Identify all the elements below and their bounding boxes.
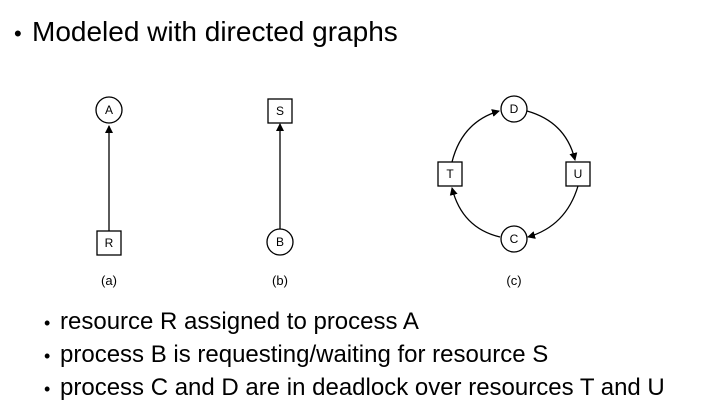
explanation-list: • resource R assigned to process A • pro…: [44, 306, 665, 405]
node-b-label: B: [276, 235, 284, 249]
caption-c: (c): [506, 273, 521, 288]
panel-a: A R (a): [95, 96, 123, 288]
node-u-label: U: [574, 167, 583, 181]
bullet-icon: •: [44, 346, 51, 366]
node-a-label: A: [105, 103, 113, 117]
list-item: • process C and D are in deadlock over r…: [44, 372, 665, 405]
caption-b: (b): [272, 273, 288, 288]
node-b: [266, 228, 294, 256]
slide-title: • Modeled with directed graphs: [14, 14, 398, 52]
bullet-icon: •: [14, 21, 22, 46]
edge-t-to-d: [451, 109, 500, 163]
list-item-text: resource R assigned to process A: [60, 308, 419, 335]
node-s: [267, 98, 293, 124]
edge-c-to-t: [449, 187, 501, 238]
panel-c: D U C T (c): [437, 95, 591, 288]
node-r: [96, 230, 122, 256]
resource-allocation-graph-figure: A R (a) S B (b) D U C T (c): [95, 95, 591, 288]
edge-u-to-c: [527, 185, 579, 239]
list-item: • process B is requesting/waiting for re…: [44, 339, 665, 372]
node-u: [565, 161, 591, 187]
node-t: [437, 161, 463, 187]
bullet-icon: •: [44, 379, 51, 399]
list-item-text: process C and D are in deadlock over res…: [60, 374, 665, 401]
node-t-label: T: [446, 167, 454, 181]
node-c-label: C: [510, 232, 519, 246]
node-r-label: R: [105, 236, 114, 250]
caption-a: (a): [101, 273, 117, 288]
list-item: • resource R assigned to process A: [44, 306, 665, 339]
node-s-label: S: [276, 104, 284, 118]
node-a: [95, 96, 123, 124]
list-item-text: process B is requesting/waiting for reso…: [60, 341, 549, 368]
bullet-icon: •: [44, 313, 51, 333]
panel-b: S B (b): [266, 98, 294, 288]
node-d-label: D: [510, 102, 519, 116]
node-c: [500, 225, 528, 253]
slide-title-text: Modeled with directed graphs: [32, 16, 398, 47]
node-d: [500, 95, 528, 123]
edge-d-to-u: [526, 110, 578, 161]
